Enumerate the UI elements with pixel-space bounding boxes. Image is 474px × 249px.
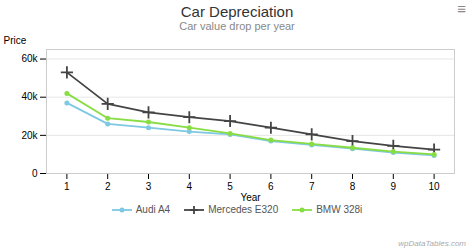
svg-text:20k: 20k bbox=[21, 130, 38, 141]
html-text:wpDataTables.com: wpDataTables.com bbox=[398, 239, 466, 248]
svg-text:2: 2 bbox=[105, 181, 111, 192]
svg-text:8: 8 bbox=[350, 181, 356, 192]
svg-text:0: 0 bbox=[32, 168, 38, 179]
html-text:Audi A4: Audi A4 bbox=[135, 204, 171, 215]
svg-text:1: 1 bbox=[64, 181, 70, 192]
svg-text:Year: Year bbox=[240, 192, 261, 203]
html-text:Car Depreciation: Car Depreciation bbox=[180, 3, 294, 20]
svg-text:6: 6 bbox=[268, 181, 274, 192]
html-text:Car value drop per year: Car value drop per year bbox=[179, 20, 295, 32]
svg-text:3: 3 bbox=[146, 181, 152, 192]
svg-text:9: 9 bbox=[391, 181, 397, 192]
svg-text:7: 7 bbox=[309, 181, 315, 192]
svg-text:5: 5 bbox=[227, 181, 233, 192]
html-text:Mercedes E320: Mercedes E320 bbox=[208, 204, 279, 215]
html-text:BMW 328i: BMW 328i bbox=[316, 204, 363, 215]
svg-text:10: 10 bbox=[429, 181, 441, 192]
svg-text:60k: 60k bbox=[21, 53, 38, 64]
svg-text:40k: 40k bbox=[21, 91, 38, 102]
svg-text:4: 4 bbox=[187, 181, 193, 192]
svg-text:Price: Price bbox=[4, 35, 27, 46]
